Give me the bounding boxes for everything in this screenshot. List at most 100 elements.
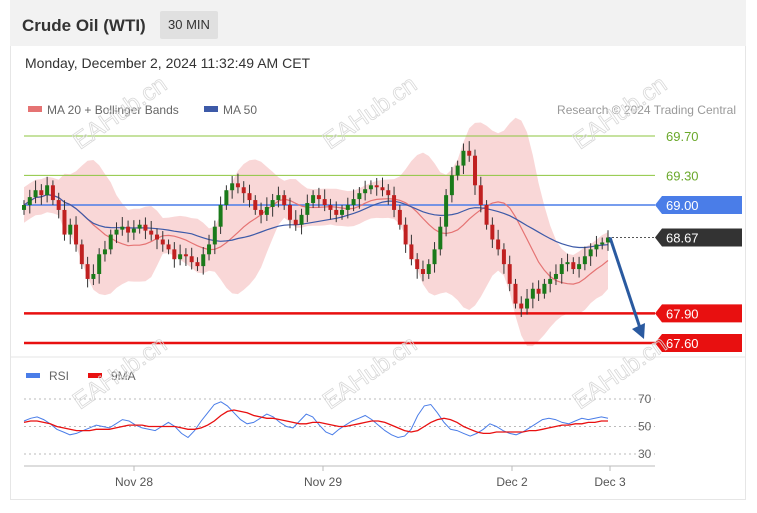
candle-body	[432, 249, 437, 265]
bollinger-band	[24, 117, 608, 347]
candle-body	[259, 209, 264, 215]
legend-ma20-swatch	[28, 106, 42, 112]
candle-body	[33, 190, 38, 198]
candle-body	[143, 224, 148, 231]
candle-body	[166, 244, 171, 250]
candle-body	[316, 195, 321, 200]
candle-body	[565, 262, 570, 265]
candle-body	[207, 244, 212, 255]
candle-body	[449, 175, 454, 196]
level-label: 67.60	[666, 336, 699, 351]
legend-ma20: MA 20 + Bollinger Bands	[47, 103, 179, 117]
candle-body	[374, 185, 379, 188]
candle-body	[461, 150, 466, 166]
candle-body	[305, 203, 310, 215]
candle-body	[230, 183, 235, 191]
candle-body	[559, 264, 564, 274]
candle-body	[311, 195, 316, 204]
candle-body	[50, 185, 55, 201]
chart-datetime: Monday, December 2, 2024 11:32:49 AM CET	[25, 55, 311, 71]
candle-body	[548, 278, 553, 284]
legend-rsi: RSI	[49, 369, 69, 383]
candle-body	[397, 209, 402, 225]
candle-body	[363, 189, 368, 194]
candle-body	[131, 228, 136, 233]
rsi-level-label: 50	[638, 420, 652, 434]
instrument-title: Crude Oil (WTI)	[22, 16, 146, 35]
candle-body	[606, 237, 610, 243]
level-tag	[655, 196, 742, 214]
candle-body	[137, 224, 142, 229]
candle-body	[183, 254, 188, 257]
last-price-tag	[655, 228, 742, 247]
legend-ma9: 9MA	[111, 369, 136, 383]
candle-body	[444, 195, 449, 227]
x-tick-label: Nov 28	[115, 475, 153, 489]
candle-body	[490, 224, 495, 240]
candle-body	[351, 199, 356, 205]
candle-body	[201, 254, 206, 267]
candle-body	[536, 288, 541, 294]
candle-body	[299, 214, 304, 225]
candle-body	[438, 226, 443, 250]
candle-body	[27, 197, 32, 205]
candle-body	[160, 239, 165, 245]
candle-body	[282, 195, 287, 205]
candle-body	[357, 193, 362, 200]
candle-body	[530, 288, 535, 299]
candle-body	[218, 205, 223, 227]
candle-body	[224, 190, 229, 205]
last-price-label: 68.67	[666, 231, 699, 246]
candle-body	[386, 190, 391, 196]
candle-body	[473, 155, 478, 186]
candle-body	[74, 224, 79, 245]
candle-body	[149, 230, 154, 235]
candle-body	[345, 205, 350, 210]
candle-body	[455, 165, 460, 176]
candle-body	[577, 264, 582, 270]
x-tick-label: Nov 29	[304, 475, 342, 489]
candle-body	[525, 298, 530, 309]
legend-ma9-swatch	[88, 373, 102, 378]
candle-body	[340, 209, 345, 215]
credit-label: Research © 2024 Trading Central	[557, 103, 736, 117]
timeframe-badge[interactable]: 30 MIN	[160, 11, 218, 39]
legend-rsi-swatch	[26, 373, 40, 378]
ma9-line	[23, 409, 608, 435]
candle-body	[594, 244, 599, 250]
candle-body	[368, 185, 373, 190]
candle-body	[253, 200, 258, 210]
candle-body	[380, 187, 385, 191]
watermark-text: EAHub.cn	[318, 71, 422, 155]
candle-body	[120, 226, 125, 230]
level-label: 69.30	[666, 168, 699, 183]
candle-body	[588, 249, 593, 257]
candle-body	[39, 190, 44, 196]
candle-body	[270, 200, 275, 207]
candle-body	[68, 224, 73, 235]
candle-body	[513, 283, 518, 304]
candle-body	[571, 262, 576, 270]
candle-body	[56, 200, 61, 210]
level-tag	[655, 334, 742, 352]
candle-body	[334, 209, 339, 215]
candle-body	[154, 234, 159, 240]
rsi-level-label: 30	[638, 447, 652, 461]
ma20-line	[23, 193, 609, 285]
candle-body	[542, 283, 547, 294]
candle-body	[420, 269, 425, 274]
candle-body	[415, 259, 420, 270]
x-tick-label: Dec 3	[594, 475, 626, 489]
candle-body	[212, 226, 217, 245]
chart-header	[10, 0, 746, 46]
candle-body	[62, 209, 67, 235]
rsi-line	[23, 401, 609, 439]
candle-body	[501, 249, 506, 265]
candle-body	[478, 185, 483, 205]
candle-body	[195, 262, 200, 267]
candle-body	[172, 249, 177, 260]
candle-body	[22, 205, 26, 210]
legend-ma50-swatch	[204, 106, 218, 112]
candle-body	[426, 264, 431, 274]
